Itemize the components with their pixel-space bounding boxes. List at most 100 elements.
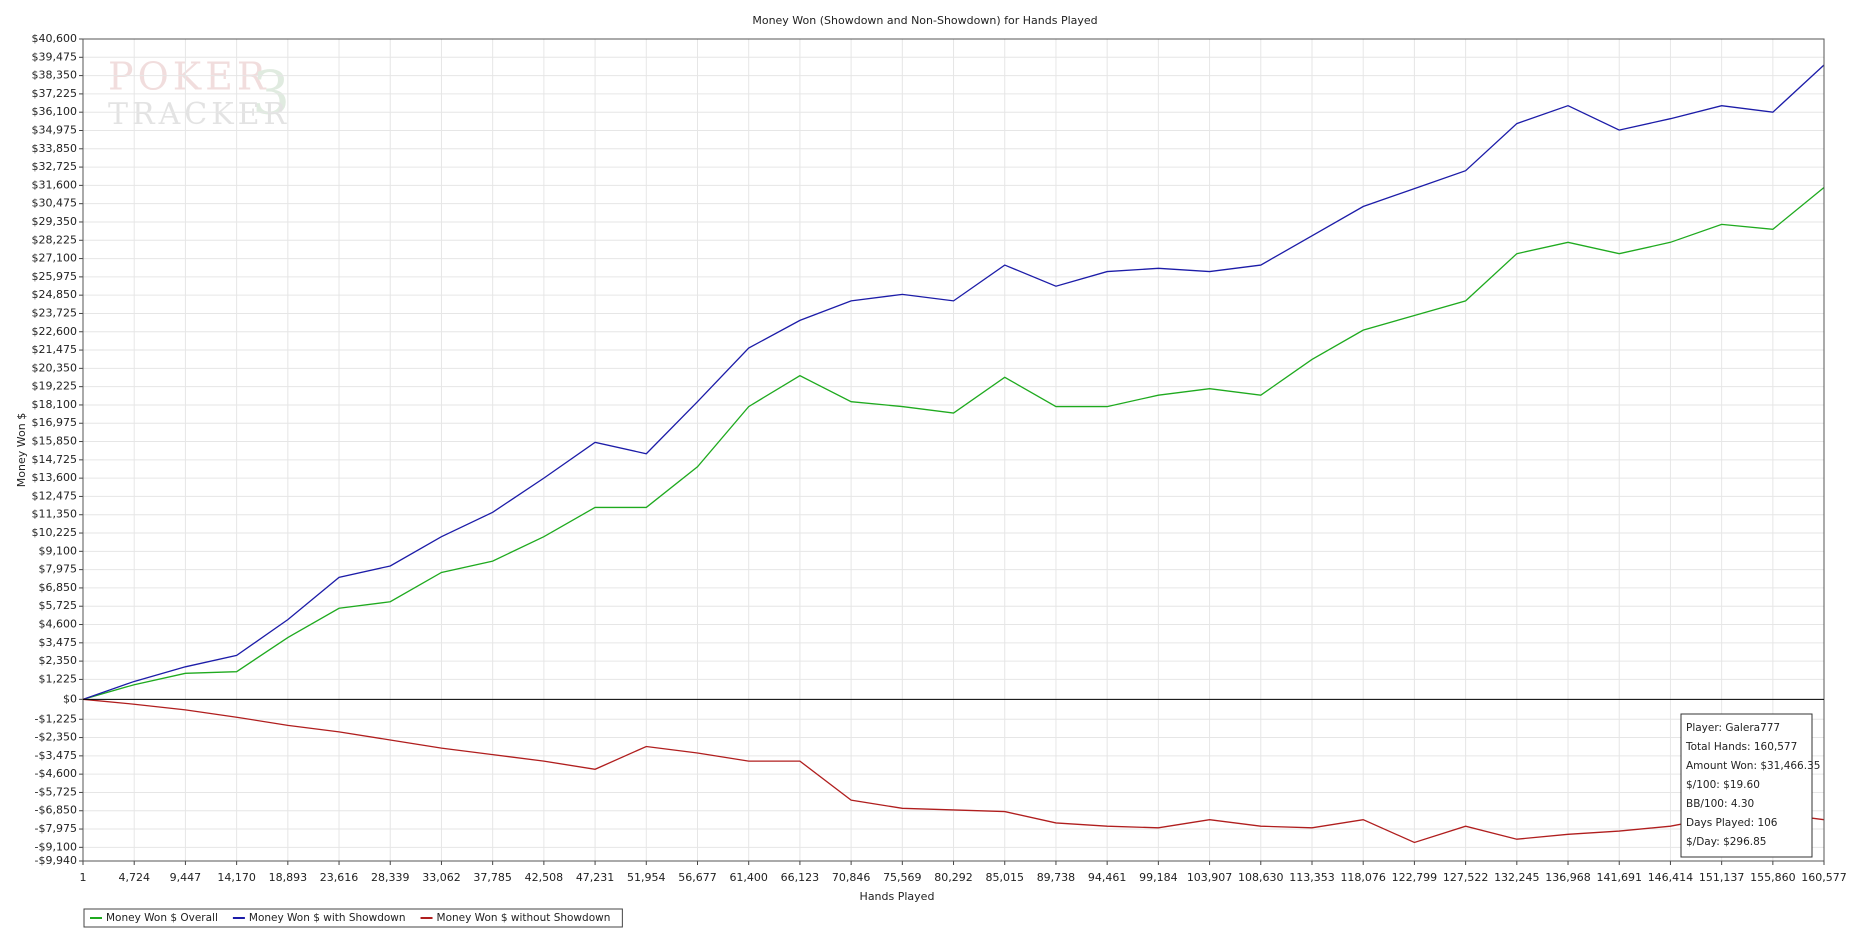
legend-label: Money Won $ without Showdown — [437, 912, 611, 924]
info-box-line: Amount Won: $31,466.35 — [1686, 760, 1820, 772]
x-tick-label: 136,968 — [1545, 871, 1591, 884]
watermark-top: POKER — [108, 55, 269, 99]
y-tick-label: $31,600 — [32, 178, 78, 191]
info-box-frame — [1680, 713, 1813, 858]
x-tick-label: 160,577 — [1801, 871, 1847, 884]
x-tick-label: 122,799 — [1392, 871, 1438, 884]
y-tick-label: $32,725 — [32, 160, 78, 173]
x-tick-label: 70,846 — [832, 871, 871, 884]
x-tick-label: 42,508 — [525, 871, 564, 884]
y-tick-label: $37,225 — [32, 87, 78, 100]
info-box-line: $/Day: $296.85 — [1686, 836, 1766, 848]
y-tick-label: -$4,600 — [35, 767, 77, 780]
y-tick-label: $5,725 — [39, 599, 78, 612]
y-tick-label: $25,975 — [32, 270, 78, 283]
x-tick-label: 85,015 — [985, 871, 1024, 884]
x-tick-label: 9,447 — [170, 871, 202, 884]
y-tick-label: $39,475 — [32, 50, 78, 63]
y-tick-label: $7,975 — [39, 563, 78, 576]
y-tick-label: $1,225 — [39, 672, 78, 685]
x-tick-label: 80,292 — [934, 871, 973, 884]
y-axis-label: Money Won $ — [15, 413, 28, 487]
y-tick-label: $20,350 — [32, 361, 78, 374]
x-tick-label: 51,954 — [627, 871, 666, 884]
x-tick-label: 66,123 — [781, 871, 820, 884]
y-tick-label: $33,850 — [32, 142, 78, 155]
watermark: POKER 3 TRACKER — [108, 55, 290, 133]
y-tick-label: -$1,225 — [35, 712, 77, 725]
info-box-line: Player: Galera777 — [1686, 722, 1780, 734]
info-box: Player: Galera777 Total Hands: 160,577 Amo… — [1680, 713, 1820, 858]
legend: Money Won $ Overall Money Won $ with Show… — [83, 908, 623, 928]
y-tick-label: $18,100 — [32, 398, 78, 411]
y-tick-label: $27,100 — [32, 252, 78, 265]
y-tick-label: -$5,725 — [35, 785, 77, 798]
y-tick-label: $11,350 — [32, 508, 78, 521]
y-tick-label: $9,100 — [39, 544, 78, 557]
y-tick-label: -$2,350 — [35, 731, 77, 744]
y-tick-label: -$7,975 — [35, 822, 77, 835]
x-tick-label: 118,076 — [1340, 871, 1386, 884]
series-line — [82, 187, 1825, 700]
axes: $40,600 $39,475 $38,350 $37,225 $36,100 $34,9… — [32, 32, 1847, 884]
y-tick-label: $23,725 — [32, 306, 78, 319]
series-line — [82, 64, 1825, 700]
x-tick-label: 1 — [80, 871, 87, 884]
info-box-line: BB/100: 4.30 — [1686, 798, 1754, 810]
series-line — [82, 698, 1825, 844]
x-tick-label: 132,245 — [1494, 871, 1540, 884]
info-box-line: $/100: $19.60 — [1686, 779, 1760, 791]
y-tick-label: $6,850 — [39, 581, 78, 594]
y-tick-label: $19,225 — [32, 380, 78, 393]
legend-frame — [83, 908, 623, 928]
y-tick-label: $4,600 — [39, 618, 78, 631]
x-tick-label: 4,724 — [118, 871, 150, 884]
x-tick-label: 61,400 — [729, 871, 768, 884]
x-tick-label: 103,907 — [1187, 871, 1233, 884]
grid — [82, 38, 1825, 862]
y-tick-label: $14,725 — [32, 453, 78, 466]
y-tick-label: $29,350 — [32, 215, 78, 228]
y-tick-label: $36,100 — [32, 105, 78, 118]
x-tick-label: 23,616 — [320, 871, 359, 884]
y-tick-label: $2,350 — [39, 654, 78, 667]
x-tick-label: 108,630 — [1238, 871, 1284, 884]
y-tick-label: -$6,850 — [35, 804, 77, 817]
x-tick-label: 146,414 — [1648, 871, 1694, 884]
y-tick-label: $16,975 — [32, 416, 78, 429]
x-tick-label: 56,677 — [678, 871, 717, 884]
info-box-line: Total Hands: 160,577 — [1685, 741, 1797, 753]
y-tick-label: -$9,100 — [35, 840, 77, 853]
legend-label: Money Won $ with Showdown — [249, 912, 406, 924]
x-tick-label: 113,353 — [1289, 871, 1335, 884]
y-tick-label: $12,475 — [32, 489, 78, 502]
y-tick-label: $3,475 — [39, 636, 78, 649]
plot-border — [82, 38, 1825, 862]
y-tick-label: $10,225 — [32, 526, 78, 539]
y-tick-label: $28,225 — [32, 233, 78, 246]
x-tick-label: 37,785 — [473, 871, 512, 884]
y-tick-label: $40,600 — [32, 32, 78, 45]
y-tick-label: $24,850 — [32, 288, 78, 301]
y-tick-label: $13,600 — [32, 471, 78, 484]
x-tick-label: 89,738 — [1037, 871, 1076, 884]
x-tick-label: 94,461 — [1088, 871, 1127, 884]
watermark-bottom: TRACKER — [108, 97, 290, 132]
y-tick-label: $21,475 — [32, 343, 78, 356]
y-tick-label: $34,975 — [32, 123, 78, 136]
y-tick-label: -$9,940 — [35, 854, 77, 867]
y-tick-label: $30,475 — [32, 197, 78, 210]
y-tick-label: $22,600 — [32, 325, 78, 338]
x-tick-label: 47,231 — [576, 871, 615, 884]
y-tick-label: -$3,475 — [35, 749, 77, 762]
y-tick-label: $15,850 — [32, 435, 78, 448]
x-axis-label: Hands Played — [860, 890, 935, 903]
x-tick-label: 33,062 — [422, 871, 461, 884]
x-tick-label: 75,569 — [883, 871, 922, 884]
x-tick-label: 99,184 — [1139, 871, 1178, 884]
legend-label: Money Won $ Overall — [106, 912, 218, 924]
x-tick-label: 28,339 — [371, 871, 410, 884]
info-box-line: Days Played: 106 — [1686, 817, 1778, 829]
